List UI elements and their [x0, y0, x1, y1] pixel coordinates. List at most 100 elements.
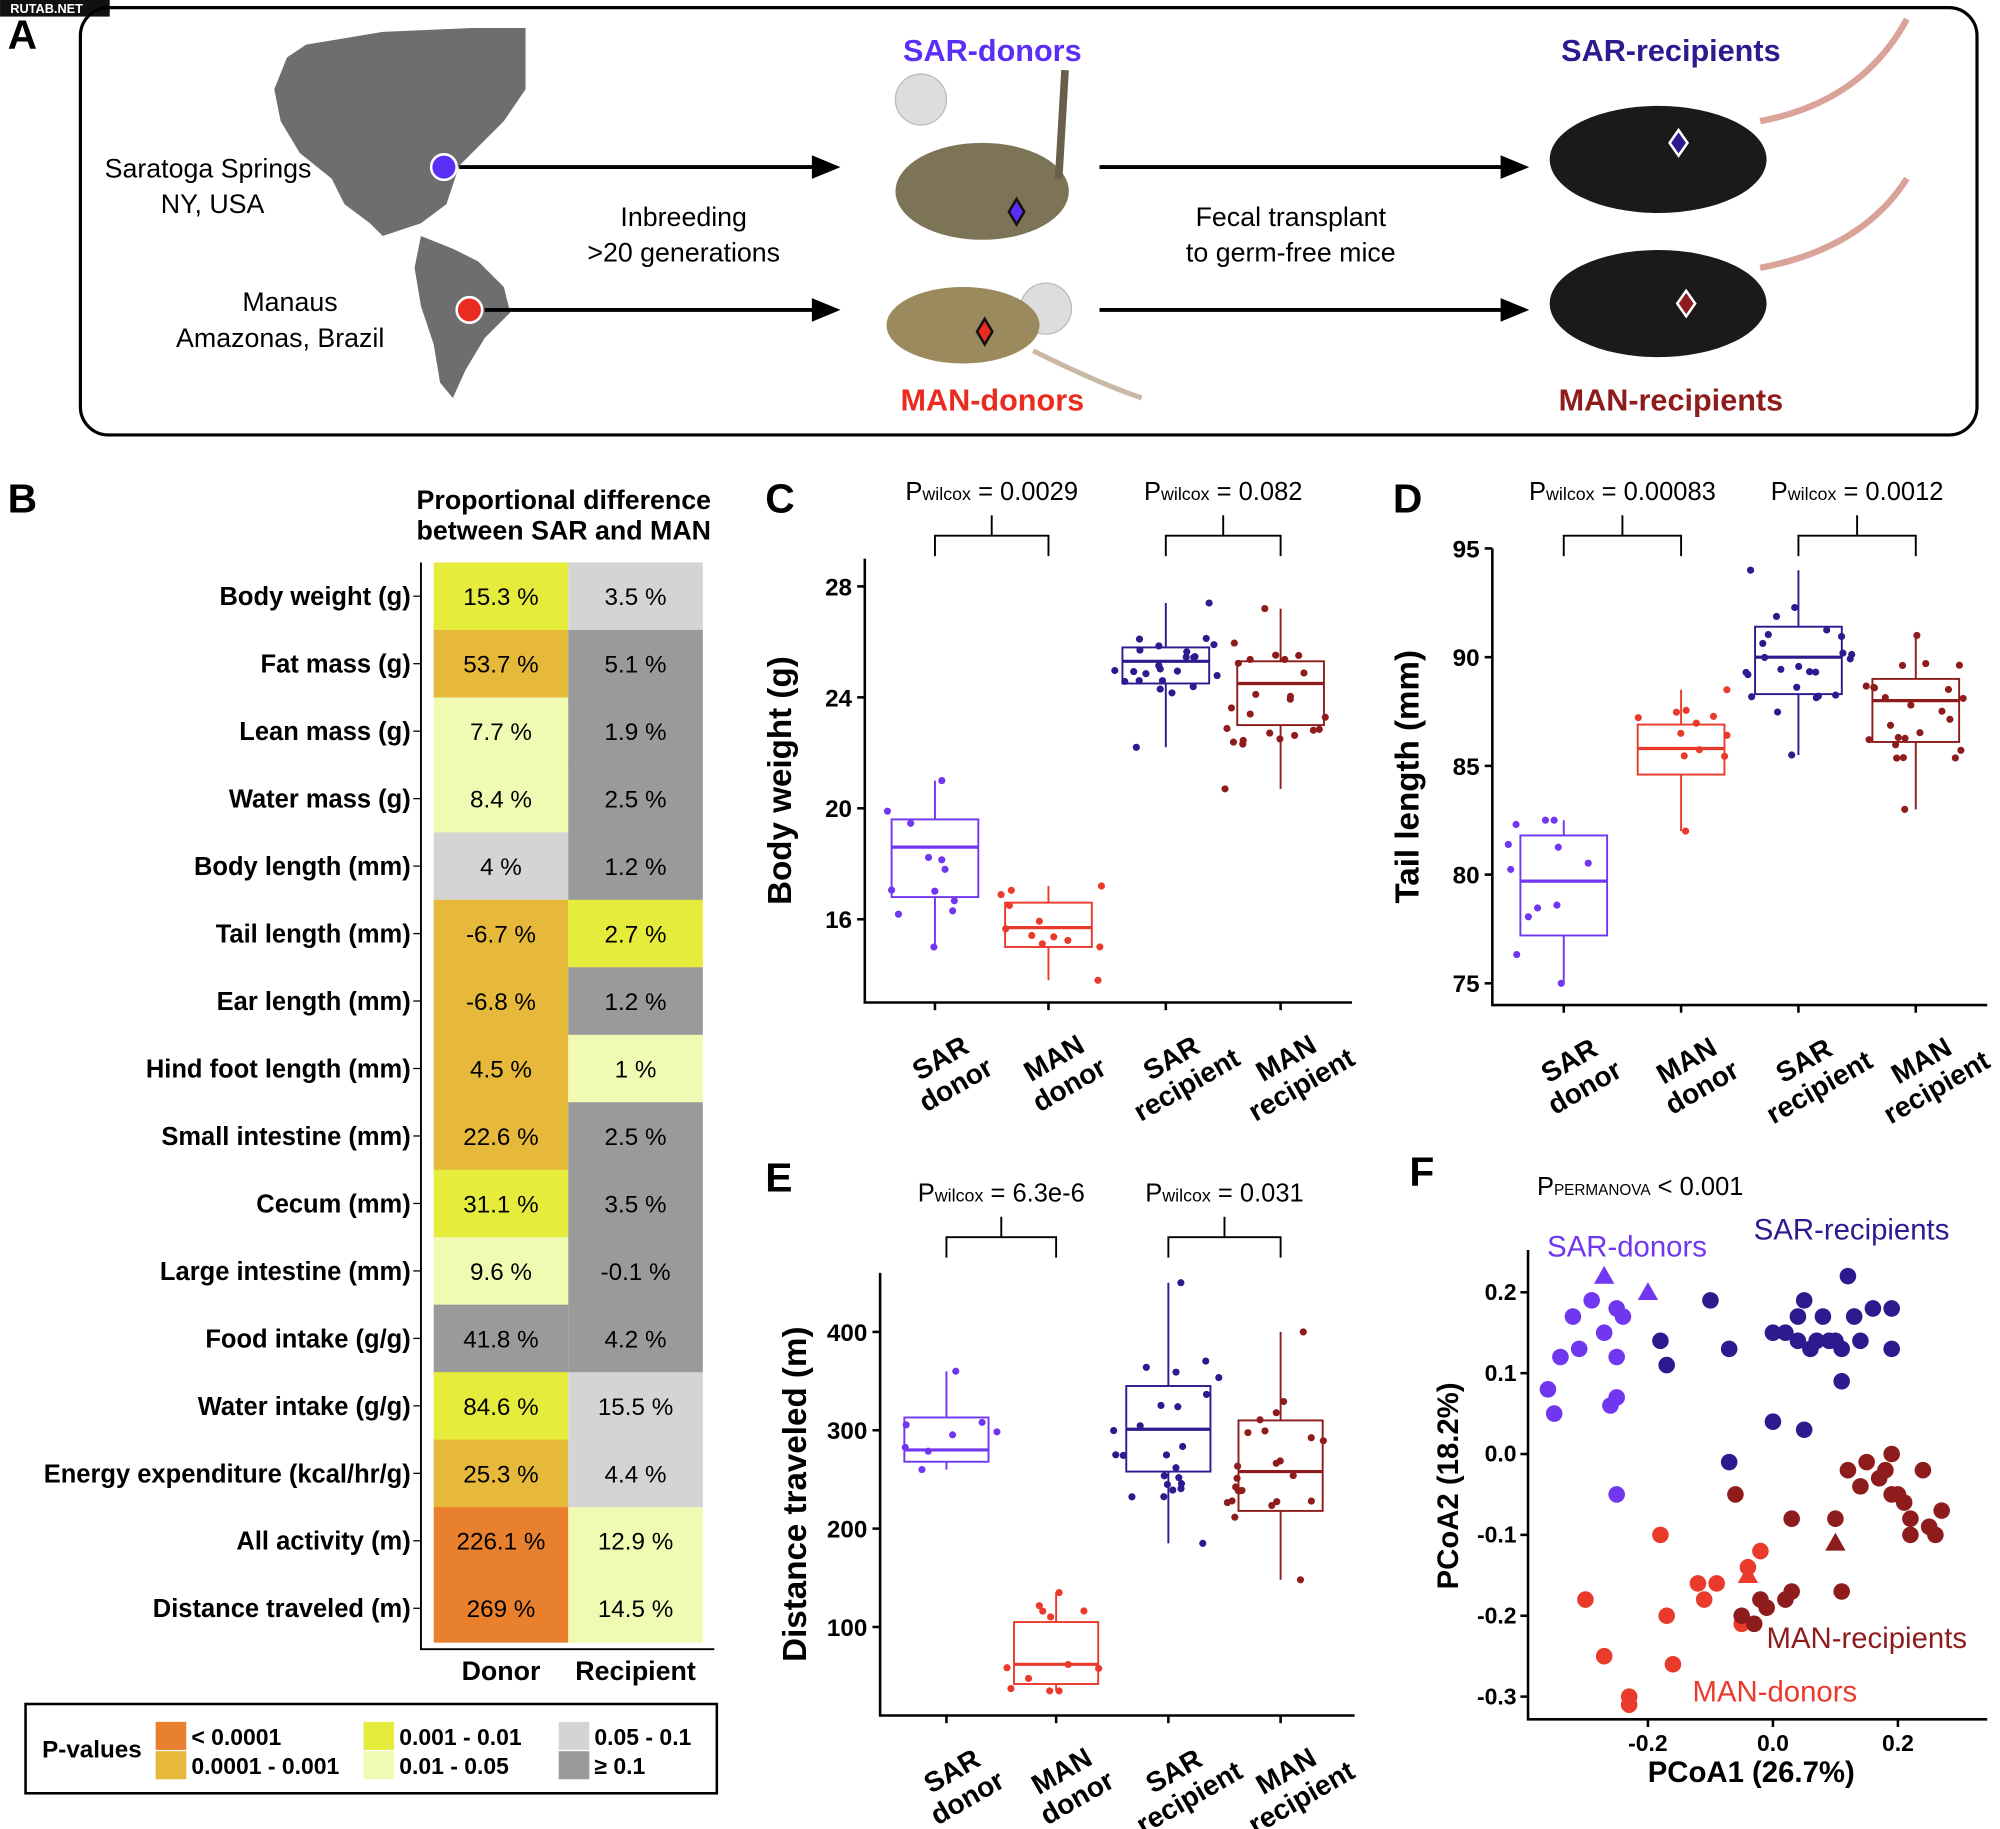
data-point	[1524, 913, 1532, 921]
data-point	[1128, 1493, 1136, 1501]
data-point	[1658, 1356, 1675, 1374]
recipient-cell	[568, 629, 703, 699]
donor-value: 84.6 %	[463, 1394, 538, 1421]
origin-1b: NY, USA	[161, 189, 265, 219]
data-point	[938, 856, 946, 864]
data-triangle	[1593, 1265, 1615, 1284]
data-point	[1534, 904, 1542, 912]
data-point	[1136, 646, 1144, 654]
data-point	[918, 1466, 926, 1474]
data-point	[1899, 754, 1907, 762]
row-label: Body weight (g)	[220, 583, 411, 611]
data-point	[1173, 667, 1181, 675]
data-point	[1777, 665, 1785, 673]
data-point	[1155, 642, 1163, 650]
p-letter: P	[918, 1179, 935, 1207]
data-point	[1246, 655, 1254, 664]
data-point	[902, 1421, 910, 1429]
recipient-value: 3.5 %	[605, 584, 667, 611]
data-point	[1202, 1390, 1211, 1398]
data-point	[993, 1428, 1001, 1436]
man-recipients-title: MAN-recipients	[1559, 384, 1784, 418]
donor-value: -6.8 %	[466, 989, 536, 1016]
data-point	[1709, 712, 1718, 720]
data-point	[1179, 1442, 1187, 1451]
data-point	[1583, 1292, 1600, 1309]
data-point	[1210, 641, 1218, 649]
recipient-cell	[568, 1439, 703, 1508]
x-tick-label: 0.2	[1882, 1730, 1914, 1756]
data-point	[1296, 1576, 1305, 1584]
panel-label-e: E	[765, 1154, 792, 1200]
p-value-label: Pwilcox = 0.0029	[905, 478, 1078, 506]
y-tick-label: 20	[825, 796, 852, 823]
data-point	[1658, 1607, 1675, 1625]
data-point	[1839, 649, 1847, 657]
p-value: = 0.082	[1210, 478, 1303, 506]
data-point	[1234, 659, 1242, 667]
data-point	[1299, 1328, 1307, 1336]
data-point	[1539, 1381, 1557, 1398]
data-point	[1742, 668, 1750, 676]
data-point	[950, 897, 958, 905]
data-point	[1309, 726, 1317, 734]
row-label: Food intake (g/g)	[205, 1325, 410, 1353]
y-tick-label: 0.0	[1485, 1441, 1517, 1467]
y-tick-label: -0.1	[1477, 1522, 1517, 1548]
data-point	[1158, 677, 1167, 685]
recipient-value: 14.5 %	[598, 1596, 673, 1623]
data-point	[1552, 1348, 1569, 1366]
row-label: Fat mass (g)	[261, 651, 411, 679]
watermark-bg	[0, 0, 110, 17]
data-point	[1723, 731, 1731, 739]
donor-cell	[433, 967, 569, 1036]
y-axis-label: Distance traveled (m)	[777, 1327, 814, 1662]
panel-label-c: C	[765, 476, 794, 522]
legend-label: ≥ 0.1	[594, 1753, 645, 1779]
row-label: Tail length (mm)	[216, 920, 411, 948]
data-point	[1677, 729, 1685, 737]
data-point	[1881, 693, 1889, 702]
data-point	[1177, 1485, 1185, 1493]
data-point	[1168, 689, 1176, 697]
data-point	[1901, 805, 1909, 813]
data-point	[1132, 743, 1140, 751]
data-point	[924, 1447, 932, 1455]
axes	[1526, 1249, 1988, 1721]
data-point	[1720, 1340, 1738, 1358]
donor-value: 226.1 %	[457, 1529, 546, 1556]
significance-bracket	[1797, 534, 1917, 557]
data-point	[1135, 635, 1144, 643]
data-point	[1007, 1685, 1015, 1693]
box	[1754, 625, 1843, 696]
panel-label-a: A	[8, 11, 37, 57]
donor-cell	[433, 697, 569, 766]
donor-value: 9.6 %	[470, 1259, 532, 1286]
significance-bracket	[933, 534, 1050, 557]
data-point	[1877, 1461, 1894, 1479]
data-point	[1003, 1664, 1011, 1672]
data-point	[1901, 734, 1909, 742]
data-point	[1513, 950, 1521, 959]
data-point	[1007, 886, 1015, 894]
donor-value: 8.4 %	[470, 787, 532, 814]
y-tick-label: 0.1	[1485, 1360, 1517, 1386]
legend-swatch	[155, 1751, 187, 1780]
data-point	[1182, 653, 1190, 661]
chart-tail-length: 75 80 85 90 95 Tail length (mm) SARdonor MANdon…	[1389, 478, 1995, 1130]
data-point	[1096, 943, 1104, 951]
significance-bracket	[1167, 1236, 1282, 1258]
data-point	[1680, 752, 1688, 760]
heatmap-title-1: Proportional difference	[417, 485, 711, 515]
row-label: All activity (m)	[236, 1528, 410, 1556]
data-point	[1808, 1332, 1825, 1350]
data-point	[1783, 1583, 1800, 1600]
donor-value: 269 %	[467, 1596, 536, 1623]
box	[903, 1416, 990, 1463]
p-subscript: wilcox	[1545, 484, 1595, 504]
data-point	[1845, 1308, 1863, 1325]
data-point	[1272, 1459, 1280, 1467]
p-letter: P	[1529, 478, 1546, 506]
data-point	[894, 910, 903, 918]
data-point	[1266, 729, 1274, 737]
